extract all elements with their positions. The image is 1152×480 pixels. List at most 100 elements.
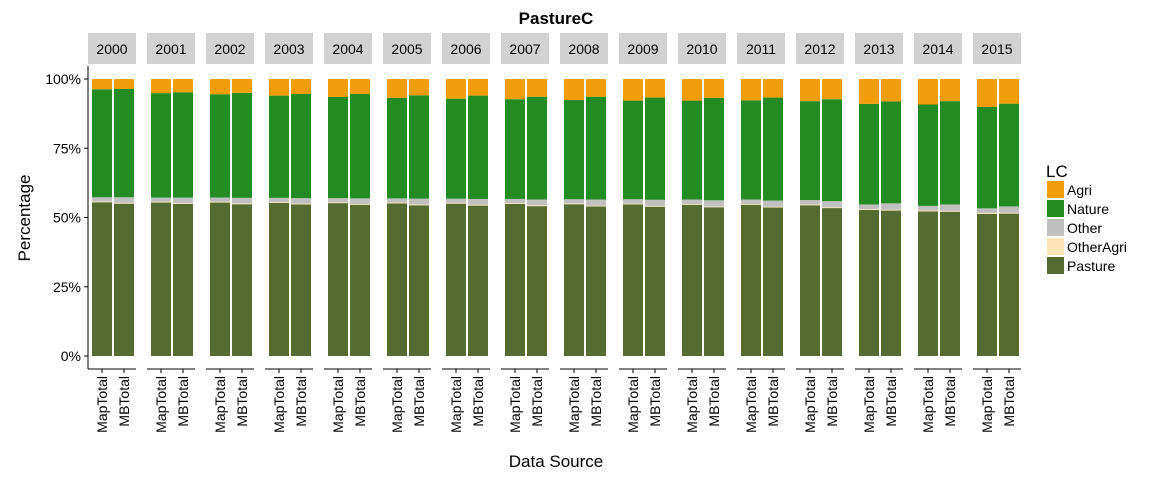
bar-segment-nature <box>741 100 761 200</box>
y-tick-label: 100% <box>45 71 81 87</box>
legend-swatch-nature <box>1047 200 1064 217</box>
facet-strip <box>442 33 490 64</box>
facet-panel-2000: 2000 MapTotal MBTotal <box>88 33 136 433</box>
bar-segment-nature <box>92 89 112 198</box>
facet-panel-2013: 2013 MapTotal MBTotal <box>855 33 903 433</box>
x-tick-label: MBTotal <box>942 376 958 427</box>
y-tick-label: 50% <box>53 210 81 226</box>
bar-segment-nature <box>645 97 665 200</box>
bar-segment-otheragri <box>918 210 938 212</box>
bar-segment-pasture <box>232 204 252 356</box>
bar-segment-agri <box>468 79 488 96</box>
bar-segment-agri <box>645 79 665 98</box>
x-tick-label: MBTotal <box>647 376 663 427</box>
bar-segment-otheragri <box>468 204 488 206</box>
bar-segment-pasture <box>92 202 112 356</box>
facet-strip <box>619 33 667 64</box>
bar-segment-pasture <box>409 205 429 356</box>
bar-segment-other <box>623 199 643 204</box>
facet-panel-2006: 2006 MapTotal MBTotal <box>442 33 490 433</box>
facet-strip <box>855 33 903 64</box>
bar-segment-agri <box>763 79 783 98</box>
facet-panel-2001: 2001 MapTotal MBTotal <box>147 33 195 433</box>
facet-panel-2005: 2005 MapTotal MBTotal <box>383 33 431 433</box>
facet-strip-label: 2000 <box>96 41 127 57</box>
bar-segment-other <box>446 198 466 203</box>
facet-strip-label: 2004 <box>332 41 363 57</box>
x-tick-label: MBTotal <box>765 376 781 427</box>
bar-segment-pasture <box>586 206 606 356</box>
bar-segment-nature <box>114 88 134 198</box>
x-tick-label: MBTotal <box>293 376 309 427</box>
bar-segment-other <box>800 200 820 205</box>
bar-segment-agri <box>704 79 724 98</box>
facet-strip-label: 2005 <box>391 41 422 57</box>
facet-strip-label: 2006 <box>450 41 481 57</box>
bar-segment-other <box>210 197 230 202</box>
bar-segment-nature <box>387 97 407 199</box>
facet-panel-2010: 2010 MapTotal MBTotal <box>678 33 726 433</box>
x-tick-label: MBTotal <box>234 376 250 427</box>
bar-segment-agri <box>623 79 643 101</box>
legend-swatch-pasture <box>1047 257 1064 274</box>
bar-segment-agri <box>881 79 901 102</box>
bar-segment-pasture <box>999 213 1019 356</box>
bar-segment-nature <box>704 97 724 201</box>
bar-segment-nature <box>564 100 584 200</box>
bar-segment-other <box>859 204 879 210</box>
bar-segment-otheragri <box>387 202 407 204</box>
facet-strip <box>147 33 195 64</box>
bar-segment-otheragri <box>704 206 724 208</box>
legend-swatch-other <box>1047 219 1064 236</box>
bar-segment-agri <box>505 79 525 100</box>
bar-segment-nature <box>940 101 960 205</box>
bar-segment-other <box>741 199 761 204</box>
bar-segment-agri <box>269 79 289 96</box>
bar-segment-otheragri <box>682 203 702 205</box>
bar-segment-otheragri <box>645 205 665 207</box>
facet-panel-2008: 2008 MapTotal MBTotal <box>560 33 608 433</box>
bar-segment-pasture <box>741 204 761 356</box>
bar-segment-pasture <box>328 203 348 356</box>
facet-strip-label: 2012 <box>804 41 835 57</box>
bar-segment-other <box>92 197 112 202</box>
facet-strip-label: 2013 <box>863 41 894 57</box>
y-axis: 0% 25% 50% 75% 100% <box>45 66 89 369</box>
x-tick-label: MapTotal <box>330 376 346 433</box>
bar-segment-other <box>918 205 938 211</box>
facet-panel-2007: 2007 MapTotal MBTotal <box>501 33 549 433</box>
bar-segment-agri <box>940 79 960 102</box>
bar-segment-nature <box>800 101 820 201</box>
bar-segment-otheragri <box>350 203 370 205</box>
legend-label-pasture: Pasture <box>1067 258 1115 274</box>
bar-segment-pasture <box>468 205 488 356</box>
facet-strip <box>560 33 608 64</box>
bar-segment-nature <box>328 97 348 199</box>
bar-segment-other <box>291 198 311 204</box>
bar-segment-pasture <box>564 204 584 356</box>
facet-strip <box>737 33 785 64</box>
bar-segment-other <box>822 201 842 208</box>
bar-segment-agri <box>800 79 820 102</box>
bar-segment-nature <box>918 104 938 206</box>
facet-panel-2012: 2012 MapTotal MBTotal <box>796 33 844 433</box>
x-tick-label: MapTotal <box>507 376 523 433</box>
x-tick-label: MapTotal <box>448 376 464 433</box>
x-tick-label: MBTotal <box>588 376 604 427</box>
bar-segment-agri <box>173 79 193 93</box>
x-tick-label: MapTotal <box>920 376 936 433</box>
bar-segment-pasture <box>505 203 525 356</box>
bar-segment-otheragri <box>822 207 842 209</box>
bar-segment-nature <box>999 103 1019 207</box>
x-axis-label: Data Source <box>509 452 604 471</box>
bar-segment-other <box>940 204 960 211</box>
bar-segment-pasture <box>822 208 842 356</box>
bar-segment-agri <box>564 79 584 101</box>
bar-segment-otheragri <box>527 205 547 207</box>
x-tick-label: MapTotal <box>861 376 877 433</box>
facet-strip-label: 2001 <box>155 41 186 57</box>
bar-segment-otheragri <box>881 209 901 211</box>
